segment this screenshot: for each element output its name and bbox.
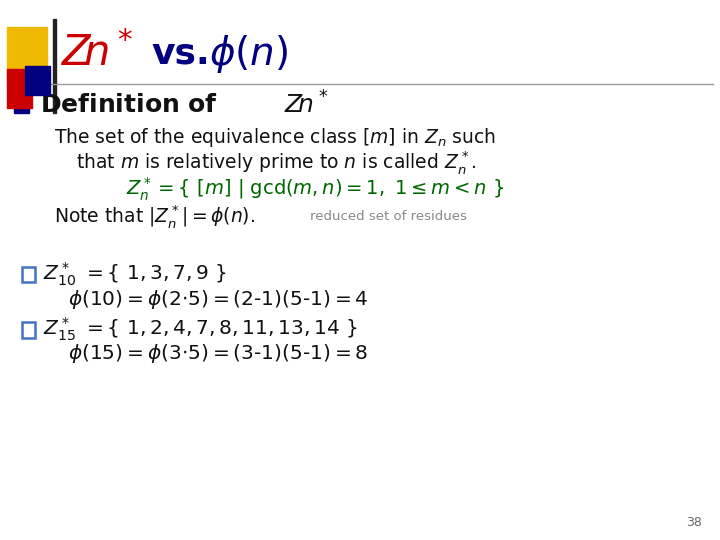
Text: $\mathit{Z}_{15}^*\ = \{\ 1, 2, 4, 7, 8, 11, 13, 14\ \}$: $\mathit{Z}_{15}^*\ = \{\ 1, 2, 4, 7, 8,… [43,316,359,343]
Text: $\phi(n)$: $\phi(n)$ [209,33,288,75]
Text: that $m$ is relatively prime to $n$ is called $\mathit{Z}_n^*$.: that $m$ is relatively prime to $n$ is c… [76,148,476,176]
Text: 38: 38 [686,516,702,529]
Text: vs.: vs. [151,37,210,71]
Bar [7,69,32,108]
Text: $\mathit{Z}\!n^*$: $\mathit{Z}\!n^*$ [284,92,328,119]
Bar [14,97,29,113]
Text: $\mathbf{Definition\ of}$: $\mathbf{Definition\ of}$ [40,93,217,117]
Text: $\mathit{Z}_{10}^*\ = \{\ 1, 3, 7, 9\ \}$: $\mathit{Z}_{10}^*\ = \{\ 1, 3, 7, 9\ \}… [43,261,228,288]
Text: The set of the equivalence class $[m]$ in $\mathit{Z}_n$ such: The set of the equivalence class $[m]$ i… [54,126,496,149]
Bar [7,27,47,78]
Text: $\phi(10) = \phi(2{\cdot}5) = (2\text{-}1)(5\text{-}1) = 4$: $\phi(10) = \phi(2{\cdot}5) = (2\text{-}… [68,288,369,311]
Text: $\phi(15) = \phi(3{\cdot}5) = (3\text{-}1)(5\text{-}1) = 8$: $\phi(15) = \phi(3{\cdot}5) = (3\text{-}… [68,342,369,365]
Text: reduced set of residues: reduced set of residues [310,210,467,222]
Text: $\mathit{Z}_n^* = \{\ [m]\ |\ \mathrm{gcd}(m,n) = 1,\ 1 \leq m < n\ \}$: $\mathit{Z}_n^* = \{\ [m]\ |\ \mathrm{gc… [126,176,505,202]
Text: Note that $|\mathit{Z}_n^*| = \phi(n).$: Note that $|\mathit{Z}_n^*| = \phi(n).$ [54,202,255,230]
Bar [25,66,50,94]
Bar [53,19,56,113]
Text: $\mathit{Z}\!n^*$: $\mathit{Z}\!n^*$ [61,33,134,75]
